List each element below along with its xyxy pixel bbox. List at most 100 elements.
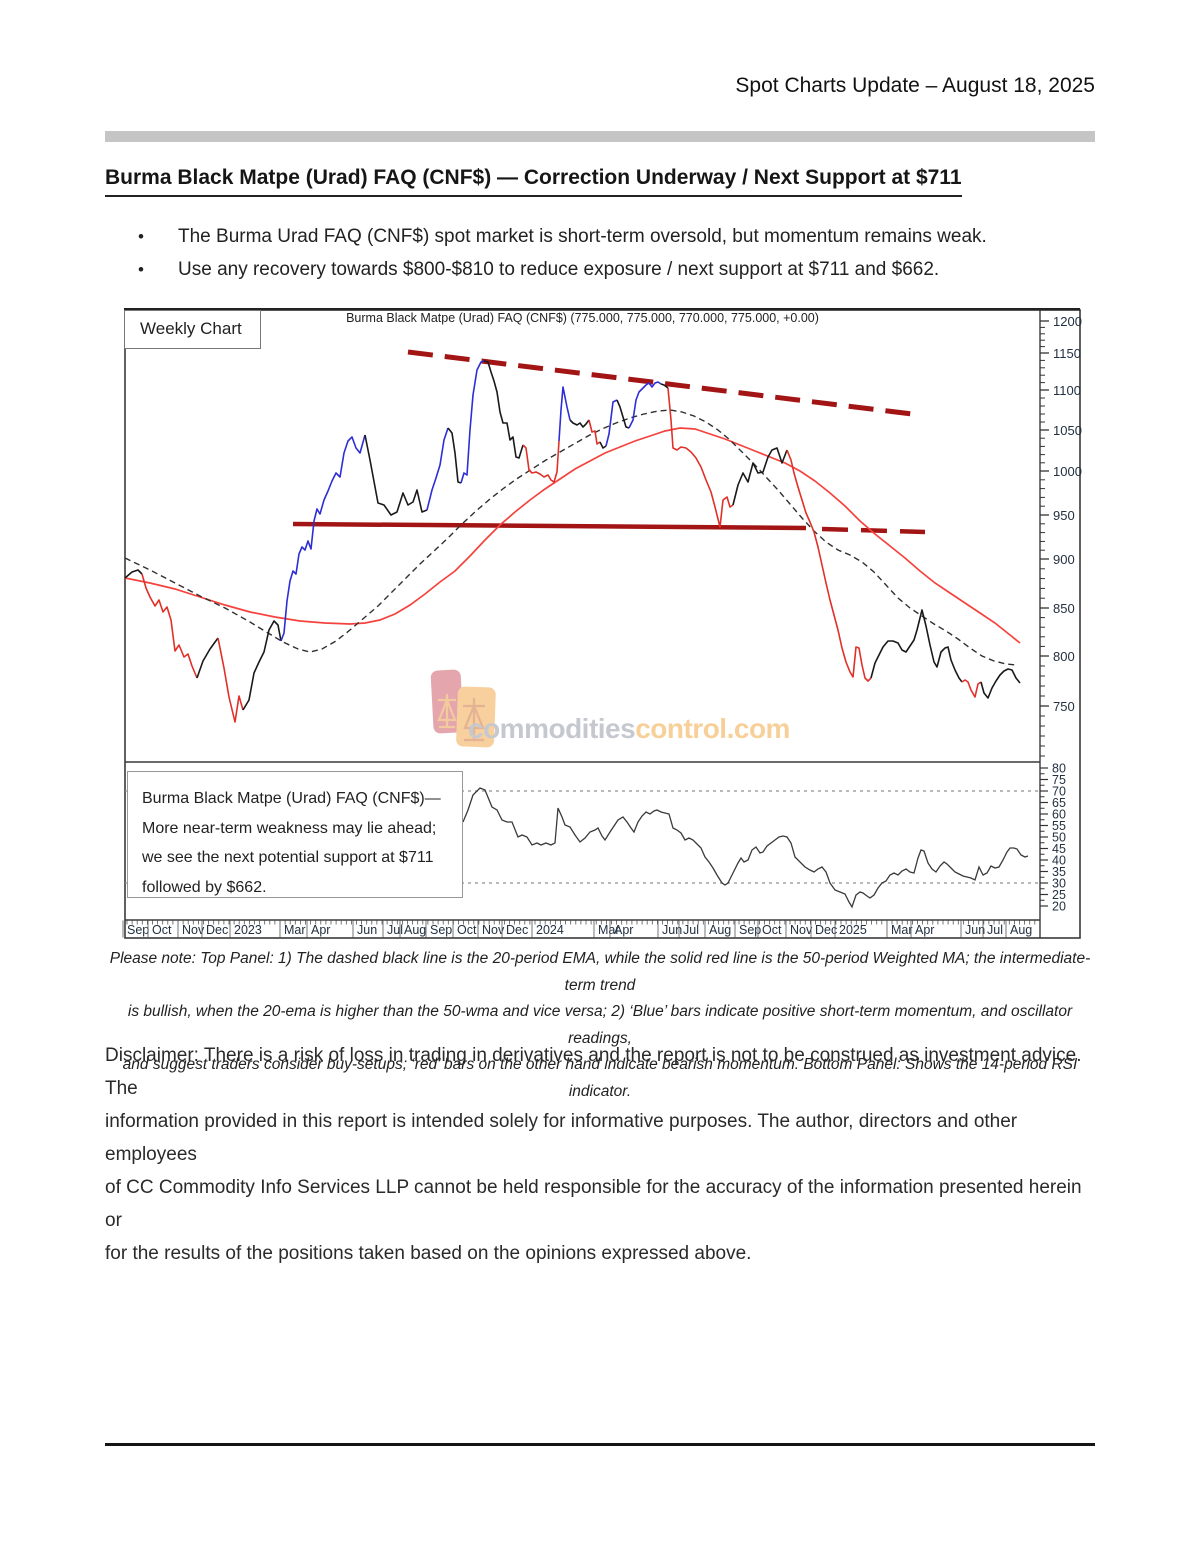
x-axis-label: Apr: [311, 923, 330, 937]
rsi-axis-label: 50: [1052, 831, 1066, 845]
x-axis-label: Mar: [284, 923, 306, 937]
price-line-segment: [196, 637, 219, 679]
annotation-line: we see the next potential support at $71…: [142, 849, 434, 866]
bullet-text: The Burma Urad FAQ (CNF$) spot market is…: [178, 226, 987, 247]
balance-scale-icon: [437, 694, 457, 729]
rsi-axis-label: 25: [1052, 888, 1066, 902]
price-line-segment: [588, 419, 601, 445]
price-line-segment: [522, 440, 560, 483]
bullet-dot: •: [138, 227, 144, 246]
chart-title: Burma Black Matpe (Urad) FAQ (CNF$) (775…: [346, 311, 819, 325]
rsi-axis-label: 65: [1052, 796, 1066, 810]
x-axis-label: Apr: [614, 923, 633, 937]
x-axis-label: Sep: [430, 923, 452, 937]
annotation-line: More near-term weakness may lie ahead;: [142, 819, 437, 837]
x-axis-label: Aug: [404, 923, 426, 937]
rsi-axis-label: 75: [1052, 773, 1066, 787]
footnote-line: and suggest traders consider buy-setups;…: [122, 1056, 1078, 1100]
rsi-line: [462, 787, 1029, 909]
ema-20-line: [124, 409, 1017, 666]
price-line-segment: [732, 447, 788, 506]
price-line-segment: [667, 387, 734, 528]
x-axis-label: Oct: [457, 923, 477, 937]
price-line-segment: [660, 383, 669, 389]
x-axis-label: Jul: [987, 923, 1003, 937]
price-line-segment: [242, 620, 282, 711]
price-line-segment: [483, 360, 524, 459]
bullet-text: Use any recovery towards $800-$810 to re…: [178, 259, 940, 280]
rsi-axis-label: 35: [1052, 865, 1066, 879]
rsi-axis-label: 40: [1052, 854, 1066, 868]
rsi-axis-label: 60: [1052, 808, 1066, 822]
x-axis-label: Mar: [891, 923, 913, 937]
footnote-line: Please note: Top Panel: 1) The dashed bl…: [109, 950, 1091, 994]
price-line-segment: [447, 427, 462, 484]
bullet-item: • The Burma Urad FAQ (CNF$) spot market i…: [138, 226, 1078, 248]
price-line-segment: [786, 449, 872, 682]
x-axis-label: Oct: [762, 923, 782, 937]
disclaimer-line: Disclaimer: There is a risk of loss in t…: [105, 1045, 1082, 1099]
x-axis-label: Jun: [662, 923, 682, 937]
disclaimer-line: of CC Commodity Info Services LLP cannot…: [105, 1177, 1082, 1231]
watermark-text: commoditiescontrol.com: [468, 713, 790, 744]
rsi-axis-label: 45: [1052, 842, 1066, 856]
price-line-segment: [961, 679, 982, 698]
footer-rule: [105, 1443, 1095, 1446]
price-line-segment: [980, 668, 1021, 699]
disclaimer-line: information provided in this report is i…: [105, 1111, 1018, 1165]
y-axis-label: 950: [1053, 508, 1075, 523]
price-line-segment: [569, 419, 590, 428]
price-line-segment: [558, 386, 571, 442]
y-axis-label: 1100: [1053, 383, 1081, 398]
bullet-item: • Use any recovery towards $800-$810 to r…: [138, 259, 1078, 281]
x-axis-label: Sep: [127, 923, 149, 937]
x-axis-label: Aug: [1010, 923, 1032, 937]
x-axis-label: Mar: [598, 923, 620, 937]
chart-annotation-box: Burma Black Matpe (Urad) FAQ (CNF$)— Mor…: [127, 771, 463, 898]
weekly-chart-label-box: Weekly Chart: [124, 310, 261, 349]
x-axis-label: Nov: [182, 923, 205, 937]
x-axis-label: Jun: [965, 923, 985, 937]
x-axis-label: 2025: [839, 923, 867, 937]
x-axis-label: Oct: [152, 923, 172, 937]
commoditiescontrol-logo: [430, 669, 496, 748]
logo-orange-tile: [456, 686, 496, 748]
rsi-axis-label: 20: [1052, 900, 1066, 914]
horizontal-support-line: [292, 521, 807, 531]
x-axis-label: Apr: [915, 923, 934, 937]
price-line-segment: [280, 434, 366, 642]
x-axis-label: Dec: [206, 923, 228, 937]
price-line-segment: [616, 399, 630, 429]
wma-50-line: [124, 427, 1021, 644]
y-axis-label: 750: [1053, 699, 1075, 714]
x-axis-label: Sep: [739, 923, 761, 937]
watermark-text-orange: control.com: [635, 713, 790, 744]
price-line-segment: [870, 609, 963, 683]
y-axis-label: 1050: [1053, 423, 1082, 438]
y-axis-label: 1000: [1053, 464, 1082, 479]
x-axis-label: Aug: [709, 923, 731, 937]
watermark-text-gray: commodities: [468, 713, 635, 744]
rsi-axis-label: 70: [1052, 785, 1066, 799]
price-line-segment: [460, 360, 485, 484]
price-line-segment: [217, 637, 244, 723]
disclaimer-line: for the results of the positions taken b…: [105, 1243, 752, 1264]
price-line-segment: [364, 434, 428, 516]
price-line-segment: [605, 399, 618, 447]
price-line-segment: [628, 381, 662, 429]
rsi-axis-label: 30: [1052, 877, 1066, 891]
price-line-segment: [141, 573, 198, 679]
watermark: commoditiescontrol.com: [430, 669, 790, 748]
rsi-axis-label: 80: [1052, 762, 1066, 776]
x-axis-label: Nov: [482, 923, 505, 937]
declining-trendline: [407, 349, 913, 417]
x-axis-label: Jul: [387, 923, 403, 937]
annotation-line: followed by $662.: [142, 878, 267, 896]
price-line-segment: [599, 441, 607, 449]
rsi-axis-label: 55: [1052, 819, 1066, 833]
chart-footnote: Please note: Top Panel: 1) The dashed bl…: [105, 946, 1095, 1105]
x-axis-label: Jun: [357, 923, 377, 937]
weekly-chart-label: Weekly Chart: [140, 319, 242, 338]
